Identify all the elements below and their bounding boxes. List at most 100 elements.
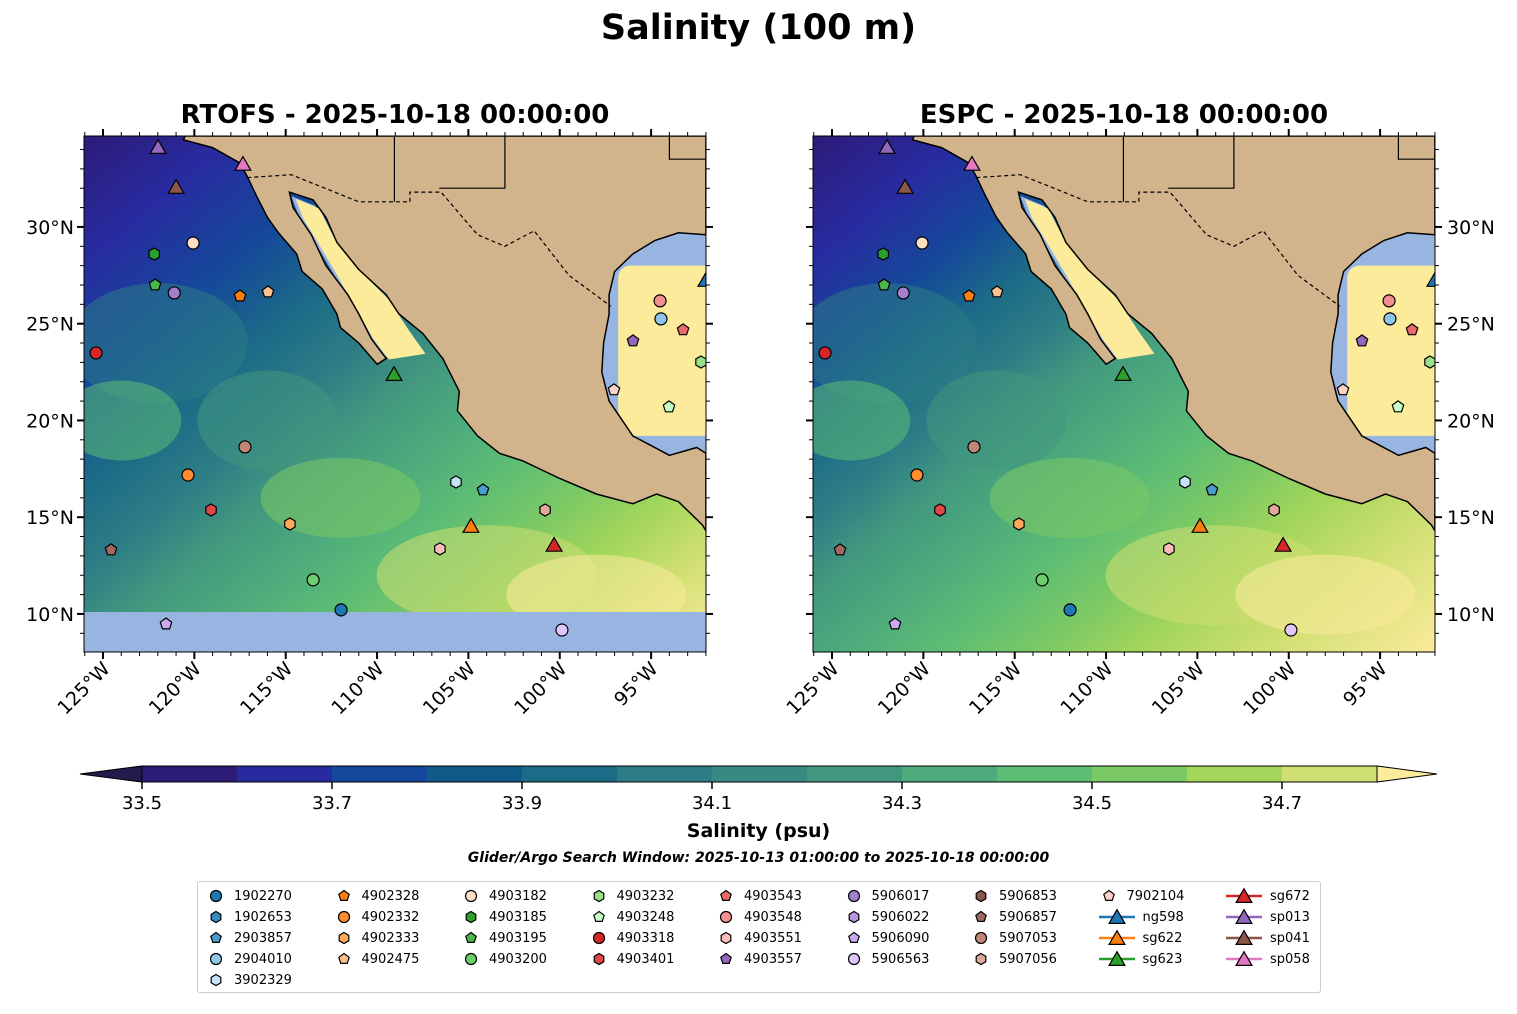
y-tick-label: 10°N xyxy=(26,604,74,626)
legend-label: ng598 xyxy=(1142,909,1184,925)
colorbar-label: Salinity (psu) xyxy=(686,820,831,842)
marker-5906017 xyxy=(896,286,910,300)
marker-sg623 xyxy=(1114,365,1132,381)
legend-item-ng598: ng598 xyxy=(1098,907,1184,927)
legend-label: 2904010 xyxy=(234,951,292,967)
marker-4903200 xyxy=(1035,573,1049,587)
legend-label: 4903200 xyxy=(489,951,547,967)
marker-4903551 xyxy=(720,931,732,945)
marker-4903200 xyxy=(306,573,320,587)
marker-4903401 xyxy=(934,503,946,517)
circle-marker-icon xyxy=(592,931,605,945)
hexagon-marker-icon xyxy=(593,952,604,966)
country-border xyxy=(247,174,612,307)
legend-label: 7902104 xyxy=(1126,888,1185,904)
marker-5907053 xyxy=(974,931,988,945)
legend-item-5907056: 5907056 xyxy=(971,949,1057,969)
marker-4902475 xyxy=(990,285,1004,298)
marker-4903543 xyxy=(676,323,690,336)
pentagon-marker-icon xyxy=(847,931,860,943)
marker-4903557 xyxy=(720,952,732,964)
y-tick-label: 20°N xyxy=(1447,410,1495,432)
marker-sg672 xyxy=(545,536,564,552)
y-tick-label: 25°N xyxy=(26,314,74,336)
marker-sp013 xyxy=(1235,908,1253,924)
marker-2903857 xyxy=(210,931,222,943)
pentagon-marker-icon xyxy=(337,889,350,901)
y-tick-label: 10°N xyxy=(1447,604,1495,626)
marker-4902332 xyxy=(337,910,350,924)
circle-marker-icon xyxy=(337,910,350,924)
pentagon-marker-icon xyxy=(592,910,605,922)
marker-4903182 xyxy=(915,236,929,250)
colorbar-bin xyxy=(522,766,618,782)
marker-4903195 xyxy=(877,278,891,291)
marker-5906853 xyxy=(975,889,987,903)
x-tick-label: 125°W xyxy=(53,658,114,719)
marker-sp058 xyxy=(1235,950,1253,966)
triangle-marker-icon xyxy=(1098,908,1135,924)
colorbar-bin xyxy=(712,766,808,782)
x-tick-label: 115°W xyxy=(965,658,1026,719)
legend-item-sg672: sg672 xyxy=(1226,886,1310,906)
marker-4903248 xyxy=(592,910,605,922)
colorbar-bin xyxy=(807,766,903,782)
legend-label: 4903543 xyxy=(744,888,802,904)
espc-map xyxy=(813,136,1435,652)
rtofs-map xyxy=(84,136,706,652)
x-tick-label: 125°W xyxy=(782,658,843,719)
espc-panel-title: ESPC - 2025-10-18 00:00:00 xyxy=(919,100,1329,130)
legend-label: 5906857 xyxy=(999,909,1057,925)
legend-item-4903318: 4903318 xyxy=(589,928,674,948)
triangle-marker-icon xyxy=(1226,950,1262,966)
marker-7902104 xyxy=(1336,383,1350,396)
legend-label: sp041 xyxy=(1270,930,1310,946)
legend-label: 4903232 xyxy=(616,888,675,904)
x-tick-label: 105°W xyxy=(419,658,480,719)
legend-label: 3902329 xyxy=(234,972,292,988)
no-data-region xyxy=(84,612,706,652)
marker-4903548 xyxy=(653,294,667,308)
state-border xyxy=(668,136,706,160)
legend-label: 4903195 xyxy=(489,930,547,946)
legend-item-4903548: 4903548 xyxy=(716,907,802,927)
legend-label: sp058 xyxy=(1270,951,1310,967)
legend-label: sg672 xyxy=(1270,888,1310,904)
country-border xyxy=(976,174,1341,307)
x-tick-label: 100°W xyxy=(1239,658,1300,719)
triangle-marker-icon xyxy=(1226,887,1262,903)
marker-4903557 xyxy=(626,334,640,347)
legend-item-4903195: 4903195 xyxy=(461,928,547,948)
legend-label: 4902475 xyxy=(361,951,420,967)
map-panels: 125°W 120°W 115°W 110°W 105°W 100°W 95°W 10°N 15… xyxy=(26,129,1495,719)
marker-4903185 xyxy=(465,910,477,924)
marker-7902104 xyxy=(607,383,621,396)
circle-marker-icon xyxy=(209,952,223,966)
marker-5906017 xyxy=(847,889,860,903)
legend-label: 4903182 xyxy=(489,888,547,904)
marker-sg623 xyxy=(1107,950,1126,966)
figure-title: Salinity (100 m) xyxy=(600,8,917,48)
triangle-marker-icon xyxy=(1226,929,1262,945)
legend-item-sp041: sp041 xyxy=(1226,928,1310,948)
pentagon-marker-icon xyxy=(337,952,350,964)
legend-label: 5906853 xyxy=(999,888,1057,904)
marker-5906563 xyxy=(1284,623,1298,637)
salinity-contour xyxy=(813,380,911,461)
marker-4903232 xyxy=(1424,355,1435,369)
salinity-contour xyxy=(84,380,182,461)
marker-sg622 xyxy=(462,517,480,533)
legend: 1902270 1902653 2903857 2904010 3902329 49023… xyxy=(197,881,1321,993)
pentagon-marker-icon xyxy=(1102,889,1115,901)
colorbar-over-extension xyxy=(1376,765,1438,783)
marker-5906563 xyxy=(847,952,860,966)
colorbar-tick-label: 34.1 xyxy=(691,793,733,814)
marker-4902328 xyxy=(962,289,976,302)
state-border xyxy=(1168,136,1235,189)
legend-item-5907053: 5907053 xyxy=(971,928,1057,948)
hexagon-marker-icon xyxy=(338,931,349,945)
colorbar-bin xyxy=(617,766,713,782)
marker-5906022 xyxy=(848,910,859,924)
legend-label: 4902332 xyxy=(361,909,420,925)
marker-3902329 xyxy=(1179,475,1191,489)
